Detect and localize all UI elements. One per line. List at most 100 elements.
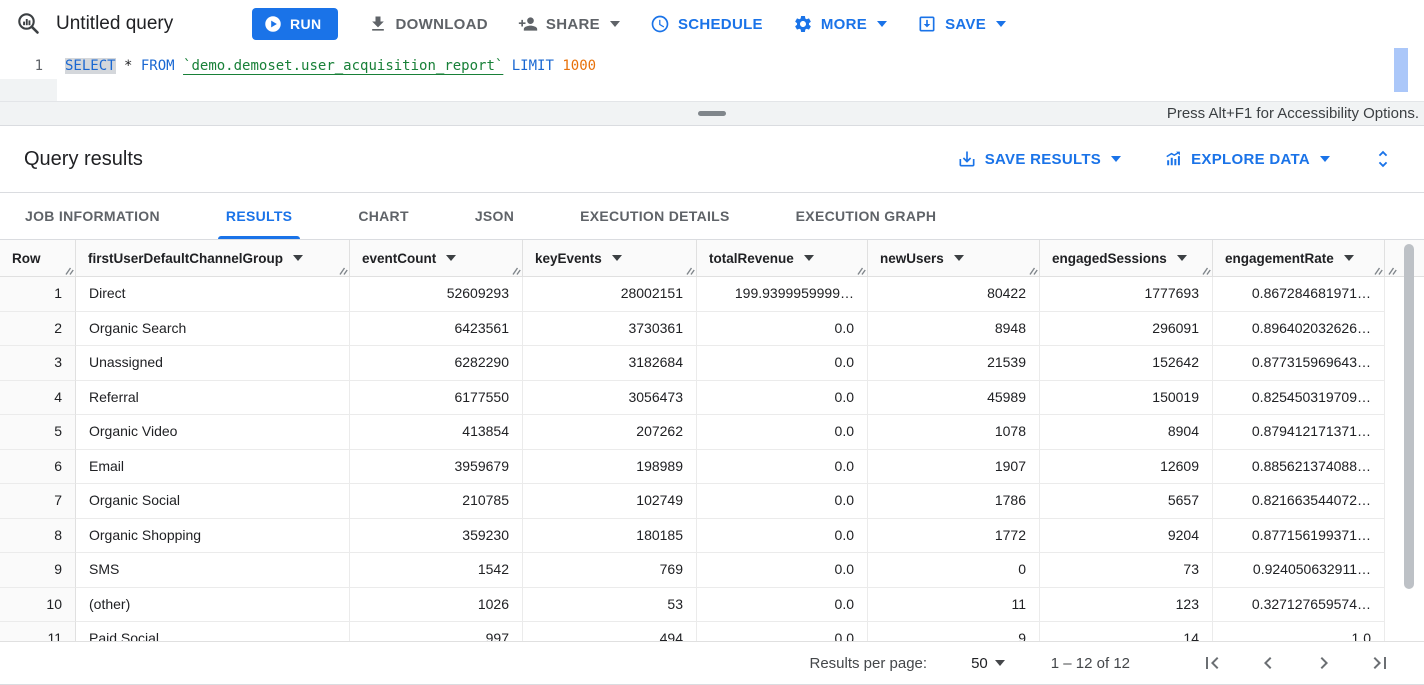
column-header-engagedSessions[interactable]: engagedSessions [1040,240,1213,276]
column-resize-gripper[interactable] [65,265,74,275]
column-resize-gripper[interactable] [686,265,695,275]
tab-execution-graph[interactable]: EXECUTION GRAPH [795,208,937,224]
sql-limit-value: 1000 [562,58,597,74]
column-resize-gripper[interactable] [1202,265,1211,275]
column-resize-gripper[interactable] [339,265,348,275]
table-cell: 0.825450319709… [1213,380,1385,415]
tab-results[interactable]: RESULTS [217,193,301,239]
table-cell: 359230 [350,518,523,553]
sql-editor[interactable]: 1 SELECT * FROM `demo.demoset.user_acqui… [0,48,1424,101]
column-header-totalRevenue[interactable]: totalRevenue [697,240,868,276]
table-cell: 3959679 [350,449,523,484]
last-page-button[interactable] [1368,651,1392,675]
column-header-label: eventCount [362,250,437,266]
table-cell: 769 [523,553,697,588]
tab-job-information[interactable]: JOB INFORMATION [25,208,160,224]
collapse-panel-button[interactable] [1372,148,1394,170]
query-tab-title[interactable]: Untitled query [56,13,174,34]
column-header-Row[interactable]: Row [0,240,76,276]
save-results-button[interactable]: SAVE RESULTS [957,149,1122,169]
play-circle-icon [265,16,281,32]
table-cell: 21539 [868,346,1040,381]
table-cell: 123 [1040,587,1213,622]
column-menu-caret-icon[interactable] [953,255,964,261]
tab-execution-details[interactable]: EXECUTION DETAILS [580,208,730,224]
schedule-label: SCHEDULE [677,15,763,33]
table-cell: 3730361 [523,311,697,346]
sql-keyword-from: FROM [140,58,184,74]
column-menu-caret-icon[interactable] [803,255,814,261]
share-button[interactable]: SHARE [518,14,620,34]
gutter-shade [0,79,57,101]
table-cell: 1786 [868,484,1040,519]
table-cell: 0.867284681971… [1213,277,1385,312]
column-header-eventCount[interactable]: eventCount [350,240,523,276]
column-resize-gripper[interactable] [512,265,521,275]
sql-table-reference-link[interactable]: `demo.demoset.user_acquisition_report` [183,58,504,74]
table-cell: SMS [76,553,350,588]
explore-data-button[interactable]: EXPLORE DATA [1163,149,1330,169]
table-cell: Email [76,449,350,484]
column-menu-caret-icon[interactable] [611,255,622,261]
results-actions: SAVE RESULTS EXPLORE DATA [957,148,1394,170]
accessibility-hint: Press Alt+F1 for Accessibility Options. [1166,105,1419,122]
column-resize-gripper[interactable] [1029,265,1038,275]
sql-keyword-limit: LIMIT [503,58,563,74]
table-cell: 0.0 [697,311,868,346]
panel-drag-handle[interactable] [698,111,726,116]
previous-page-button[interactable] [1256,651,1280,675]
table-cell: 73 [1040,553,1213,588]
table-cell: 52609293 [350,277,523,312]
sql-code-line[interactable]: SELECT * FROM `demo.demoset.user_acquisi… [65,54,596,78]
explore-data-caret-icon [1320,156,1330,162]
table-cell: 28002151 [523,277,697,312]
column-menu-caret-icon[interactable] [293,255,304,261]
table-scrollbar-thumb[interactable] [1404,244,1414,589]
column-menu-caret-icon[interactable] [1343,255,1354,261]
column-resize-gripper[interactable] [857,265,866,275]
column-resize-gripper[interactable] [1374,265,1383,275]
pagination-range-label: 1 – 12 of 12 [1050,654,1130,672]
chevron-left-icon [1264,657,1272,669]
column-menu-caret-icon[interactable] [446,255,457,261]
tab-json[interactable]: JSON [474,208,515,224]
more-dropdown-caret-icon [877,21,888,27]
table-row: 4 Referral 6177550 3056473 0.0 45989 150019 0.8… [0,380,1424,415]
table-cell: 0.0 [697,484,868,519]
column-header-newUsers[interactable]: newUsers [868,240,1040,276]
query-results-header: Query results SAVE RESULTS EXPLORE DATA [0,126,1424,193]
column-header-label: keyEvents [535,250,602,266]
table-cell: 207262 [523,415,697,450]
editor-scrollbar-thumb[interactable] [1394,48,1408,92]
table-row: 2 Organic Search 6423561 3730361 0.0 8948 2960… [0,311,1424,346]
more-button[interactable]: MORE [793,14,888,34]
save-button[interactable]: SAVE [917,14,1006,34]
table-cell: 413854 [350,415,523,450]
next-page-button[interactable] [1312,651,1336,675]
explore-data-label: EXPLORE DATA [1191,150,1310,168]
page-size-select[interactable]: 50 [971,655,1005,672]
column-header-keyEvents[interactable]: keyEvents [523,240,697,276]
line-number: 1 [34,58,43,74]
column-menu-caret-icon[interactable] [1176,255,1187,261]
table-cell: 8948 [868,311,1040,346]
column-header-engagementRate[interactable]: engagementRate [1213,240,1385,276]
tab-chart[interactable]: CHART [358,208,409,224]
unfold-chevrons-icon [1378,150,1388,168]
table-cell: 6282290 [350,346,523,381]
run-button[interactable]: RUN [252,8,338,40]
run-label: RUN [290,16,322,32]
table-cell: 0 [868,553,1040,588]
row-number-cell: 1 [0,277,76,312]
table-cell: 1026 [350,587,523,622]
download-button[interactable]: DOWNLOAD [368,14,488,34]
save-icon [919,16,935,32]
table-cell: 150019 [1040,380,1213,415]
column-header-firstUserDefaultChannelGroup[interactable]: firstUserDefaultChannelGroup [76,240,350,276]
schedule-button[interactable]: SCHEDULE [650,14,763,34]
table-cell: 14 [1040,622,1213,641]
column-header-label: engagedSessions [1052,250,1167,266]
table-cell: 0.327127659574… [1213,587,1385,622]
column-resize-gripper[interactable] [1388,265,1397,275]
first-page-button[interactable] [1200,651,1224,675]
